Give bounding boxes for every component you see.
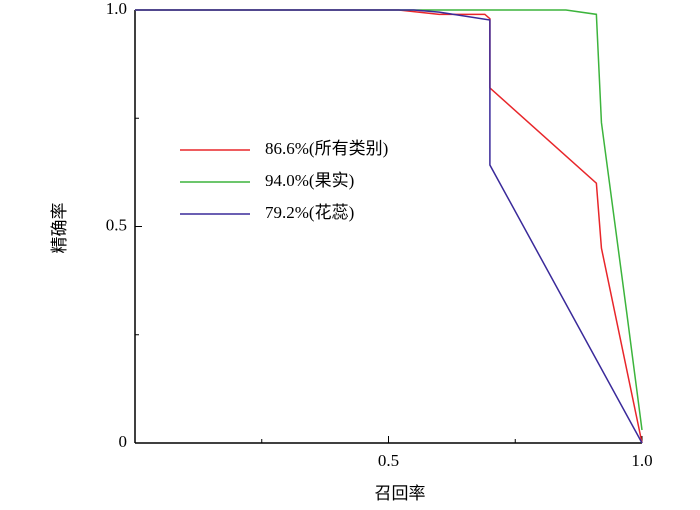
series-line [135, 9, 643, 444]
y-axis-label: 精确率 [50, 203, 70, 254]
legend-label: 86.6%(所有类别) [265, 139, 388, 158]
y-tick-label: 1.0 [106, 0, 127, 18]
x-axis-label: 召回率 [375, 484, 426, 504]
x-tick-label: 1.0 [631, 451, 652, 470]
series-line [135, 9, 643, 431]
legend-label: 79.2%(花蕊) [265, 203, 354, 222]
y-tick-label: 0 [119, 432, 128, 451]
y-tick-label: 0.5 [106, 215, 127, 234]
legend-label: 94.0%(果实) [265, 171, 354, 190]
series-line [135, 9, 643, 444]
x-tick-label: 0.5 [378, 451, 399, 470]
